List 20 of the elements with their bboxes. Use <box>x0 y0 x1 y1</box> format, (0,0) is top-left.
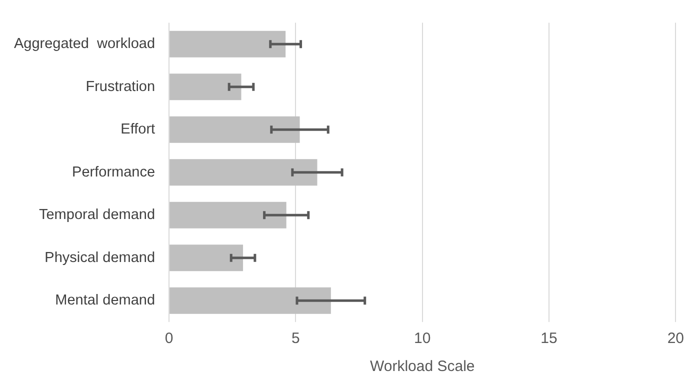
y-tick-label: Aggregated workload <box>14 36 156 52</box>
bar <box>170 202 286 228</box>
x-tick-label: 10 <box>414 330 431 348</box>
x-tick-label: 0 <box>164 330 174 348</box>
x-tick-label: 15 <box>540 330 558 348</box>
y-tick-label: Physical demand <box>44 250 156 266</box>
x-axis-title: Workload Scale <box>370 358 475 376</box>
bar <box>170 287 331 314</box>
x-tick-label: 20 <box>667 330 684 348</box>
y-tick-label: Frustration <box>86 78 156 95</box>
x-tick-label: 5 <box>292 330 300 348</box>
y-tick-label: Temporal demand <box>38 207 156 224</box>
y-tick-label: Performance <box>72 164 156 180</box>
bar <box>170 159 318 186</box>
bar <box>170 74 242 100</box>
bar <box>170 244 244 272</box>
bar <box>170 30 286 58</box>
bar <box>170 116 300 143</box>
y-tick-label: Effort <box>120 122 156 138</box>
y-tick-label: Mental demand <box>55 292 156 309</box>
